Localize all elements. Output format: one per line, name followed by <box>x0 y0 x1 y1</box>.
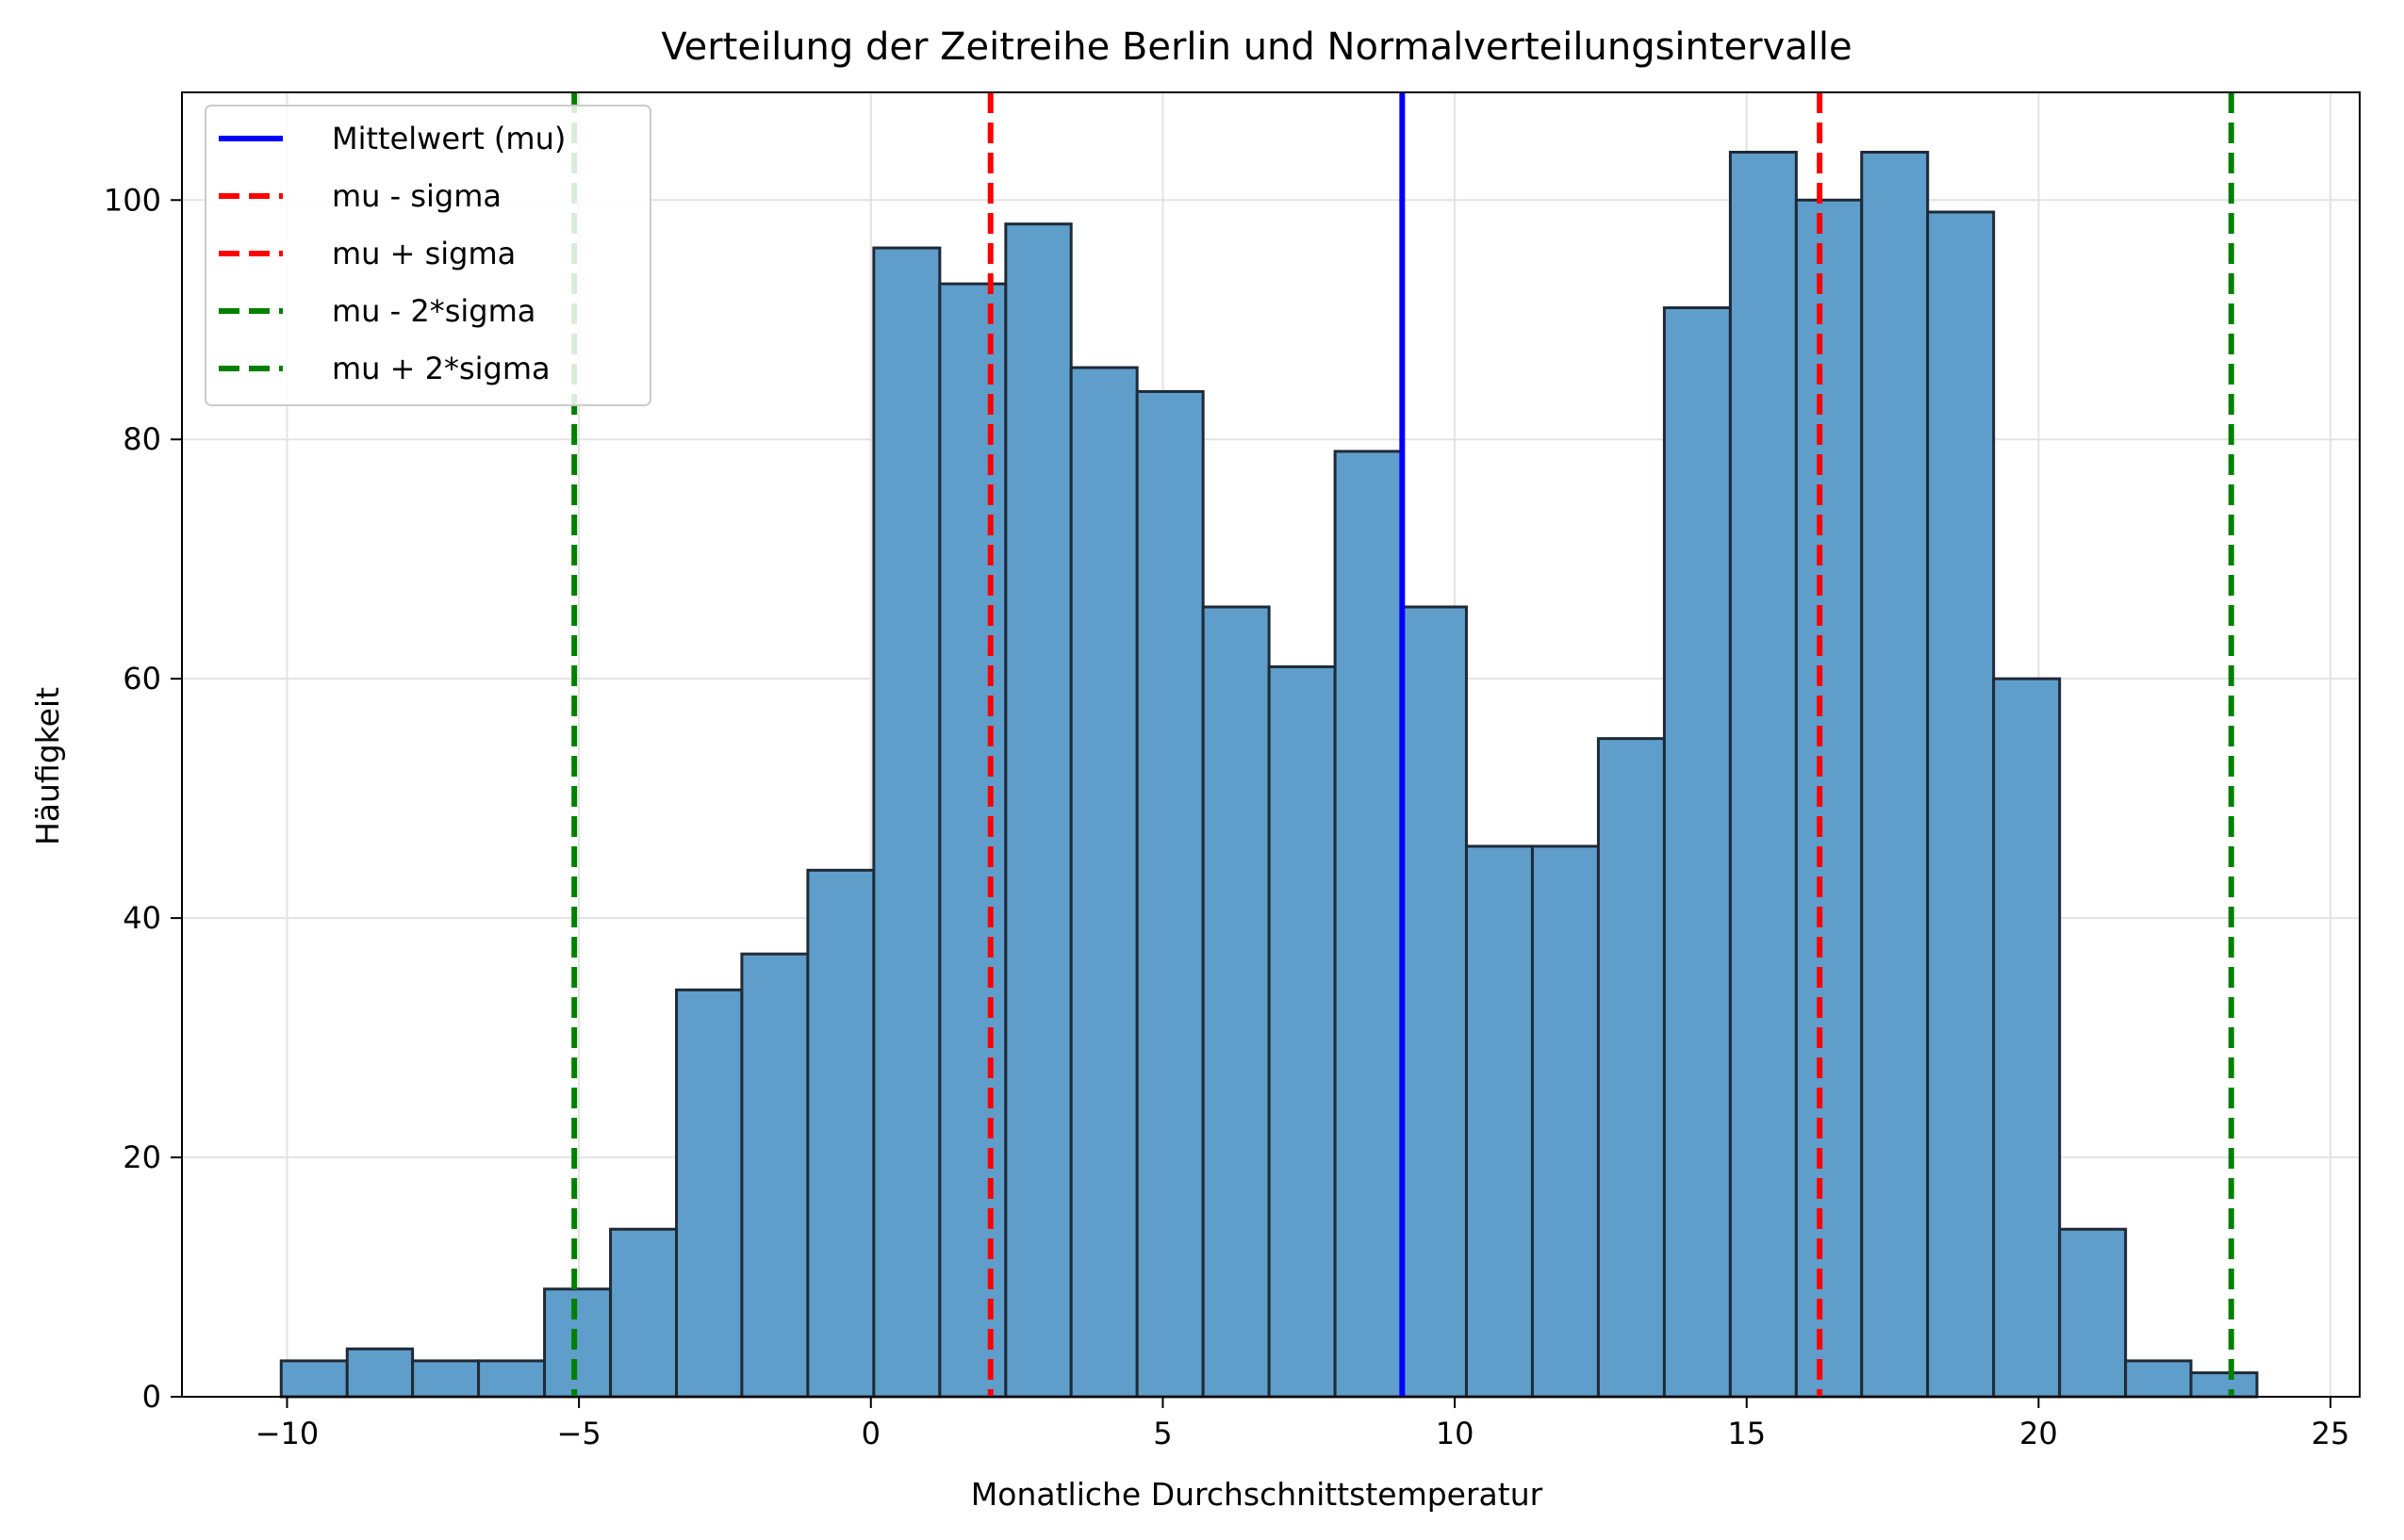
legend-label: mu - 2*sigma <box>332 293 535 329</box>
x-tick-label: −10 <box>255 1416 320 1451</box>
chart-title: Verteilung der Zeitreihe Berlin und Norm… <box>661 25 1852 69</box>
histogram-bar <box>1267 664 1337 1399</box>
y-tick-label: 60 <box>123 661 161 696</box>
histogram-bar <box>1860 150 1930 1399</box>
x-axis-ticks: −10 −5 0 5 10 15 20 25 <box>255 1397 2350 1451</box>
histogram-bar <box>1464 844 1534 1399</box>
histogram-bar <box>872 246 942 1399</box>
histogram-bar <box>1992 677 2062 1399</box>
legend-label: mu + 2*sigma <box>332 351 551 386</box>
histogram-bar <box>1004 222 1073 1399</box>
histogram-bar <box>1333 450 1403 1399</box>
histogram-bar <box>1926 210 1996 1399</box>
x-tick-label: 0 <box>862 1416 881 1451</box>
histogram-bar <box>938 282 1008 1399</box>
y-axis-label: Häufigkeit <box>29 687 66 845</box>
legend-box <box>205 105 651 406</box>
plot-frame <box>181 91 2361 1398</box>
legend-label: Mittelwert (mu) <box>332 121 566 156</box>
x-tick-label: −5 <box>557 1416 601 1451</box>
y-tick-label: 80 <box>123 421 161 457</box>
y-tick-label: 40 <box>123 900 161 936</box>
histogram-bar <box>2124 1359 2193 1399</box>
histogram-bar <box>1596 737 1666 1399</box>
histogram-bar <box>279 1359 349 1399</box>
histogram-bar <box>345 1347 415 1399</box>
histogram-bar <box>2058 1227 2128 1399</box>
y-tick-label: 20 <box>123 1139 161 1175</box>
legend-label: mu + sigma <box>332 236 516 271</box>
x-tick-label: 5 <box>1153 1416 1172 1451</box>
histogram-bar <box>1069 366 1139 1399</box>
histogram-bar <box>477 1359 547 1399</box>
x-axis-label: Monatliche Durchschnittstemperatur <box>971 1476 1543 1513</box>
histogram-bar <box>1728 150 1798 1399</box>
histogram-bar <box>1135 389 1205 1399</box>
histogram-bar <box>1201 605 1271 1399</box>
histogram-bar <box>1794 198 1864 1399</box>
histogram-bar <box>675 988 744 1399</box>
y-tick-label: 100 <box>104 182 161 218</box>
y-tick-label: 0 <box>142 1379 161 1415</box>
histogram-bar <box>609 1227 679 1399</box>
x-tick-label: 15 <box>1727 1416 1766 1451</box>
legend: Mittelwert (mu) mu - sigma mu + sigma mu - … <box>205 105 651 406</box>
histogram-bar <box>806 868 876 1399</box>
histogram-bars <box>279 150 2259 1399</box>
histogram-bar <box>1399 605 1468 1399</box>
y-axis-ticks: 0 20 40 60 80 100 <box>104 182 182 1415</box>
histogram-bar <box>740 952 810 1399</box>
legend-label: mu - sigma <box>332 178 502 214</box>
x-tick-label: 25 <box>2312 1416 2350 1451</box>
x-tick-label: 20 <box>2019 1416 2058 1451</box>
histogram-bar <box>1530 844 1600 1399</box>
histogram-bar <box>2189 1371 2259 1399</box>
histogram-bar <box>1662 306 1732 1399</box>
histogram-bar <box>543 1287 613 1399</box>
x-tick-label: 10 <box>1436 1416 1474 1451</box>
histogram-bar <box>411 1359 481 1399</box>
